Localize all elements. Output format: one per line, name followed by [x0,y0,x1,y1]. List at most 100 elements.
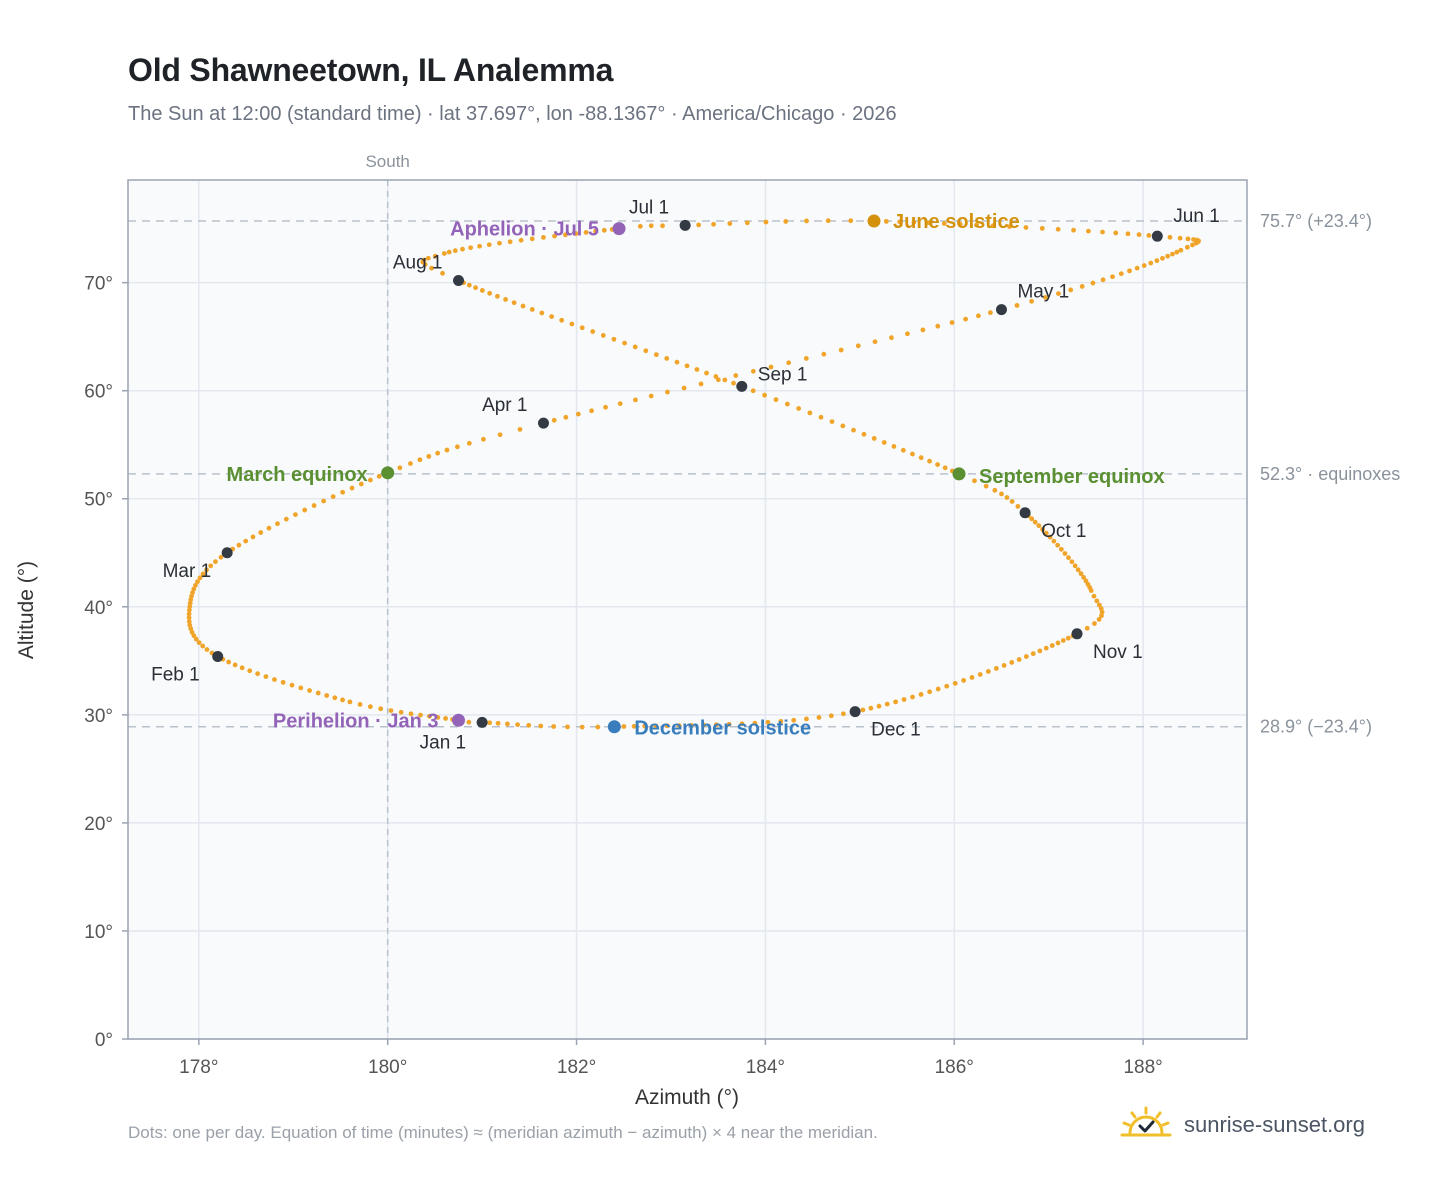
daily-sun-dot [1184,244,1190,250]
reference-lines: South 75.7° (+23.4°) 52.3° · equinoxes 28.9… [128,152,1400,1039]
daily-sun-dot [579,325,585,331]
x-tick-label: 178° [179,1057,218,1078]
daily-sun-dot [551,724,557,729]
daily-sun-dot [526,722,532,728]
daily-sun-dot [851,427,856,433]
daily-sun-dot [773,397,779,403]
daily-sun-dot [497,240,502,246]
daily-sun-dot [1100,277,1106,283]
daily-sun-dot [435,450,441,456]
daily-sun-dot [473,285,478,291]
daily-sun-dot [255,671,261,677]
daily-sun-dot [1177,235,1183,241]
daily-sun-dot [311,503,317,508]
daily-sun-dot [821,351,827,357]
event-marker [452,713,466,727]
daily-sun-dot [1081,574,1087,580]
daily-sun-dot [529,236,535,242]
daily-sun-dot [1069,559,1075,565]
daily-sun-dot [653,352,659,358]
daily-sun-dot [444,447,450,453]
plot-frame [127,179,1248,1040]
daily-sun-dot [983,483,989,489]
daily-sun-dot [881,440,887,445]
daily-sun-dot [200,643,206,649]
y-tick-label: 20° [84,814,113,835]
daily-sun-dot [443,716,448,721]
daily-sun-dot [768,364,774,370]
daily-sun-dot [1029,298,1035,304]
daily-sun-dot [1178,247,1184,253]
daily-sun-dot [1009,660,1015,665]
daily-sun-dot [1058,546,1064,552]
daily-sun-dot [974,222,979,228]
y-tick-label: 30° [84,706,113,727]
daily-sun-dot [1086,228,1091,234]
event-marker [867,214,881,228]
daily-sun-dot [515,722,521,728]
daily-sun-dot [816,715,822,720]
daily-sun-dot [935,462,940,467]
daily-sun-dot [969,675,975,680]
daily-sun-dot [388,708,394,714]
daily-sun-dot [517,426,523,432]
brand[interactable]: sunrise-sunset.org [1120,1100,1365,1150]
daily-sun-dot [684,363,690,369]
daily-sun-dot [497,432,503,438]
daily-sun-dot [664,356,670,361]
daily-sun-dot [1154,258,1160,264]
daily-sun-dot [454,444,460,450]
daily-sun-dot [1065,635,1071,641]
daily-sun-dot [1091,593,1097,599]
daily-sun-dot [1023,225,1029,230]
daily-sun-dot [765,719,771,725]
daily-sun-dot [446,249,452,255]
daily-sun-dot [583,229,589,235]
month-marker [1019,507,1031,519]
month-marker-label: Jun 1 [1173,206,1219,227]
daily-sun-dot [595,724,601,730]
daily-sun-dot [838,347,844,353]
month-marker [221,547,233,559]
daily-sun-dot [579,724,585,730]
daily-sun-dot [573,231,579,236]
daily-sun-dot [1043,530,1049,536]
daily-sun-dot [289,682,295,688]
daily-sun-dot [676,723,682,728]
daily-sun-dot [818,414,824,420]
daily-sun-dot [1174,249,1180,255]
daily-sun-dot [422,262,428,267]
x-axis-label: Azimuth (°) [635,1086,739,1109]
daily-sun-dot [441,251,447,256]
daily-sun-dot [992,487,998,493]
daily-sun-dot [503,297,508,302]
daily-sun-dot [1134,265,1140,271]
daily-sun-dot [1055,640,1061,646]
daily-sun-dot [681,385,687,391]
month-marker [453,274,465,286]
daily-sun-dot [868,705,874,711]
daily-sun-dot [479,288,485,293]
daily-sun-dot [250,534,256,540]
month-marker-label: May 1 [1017,282,1069,303]
brand-name[interactable]: sunrise-sunset.org [1184,1112,1365,1137]
daily-sun-dot [590,329,596,334]
daily-sun-dot [601,227,607,233]
daily-sun-dot [701,722,707,728]
daily-sun-dot [477,243,482,249]
daily-sun-dot [1029,516,1035,522]
daily-sun-dot [977,672,983,677]
daily-sun-dot [893,699,898,705]
month-marker-label: Jul 1 [629,197,669,218]
daily-sun-dot [1043,294,1048,300]
daily-sun-dot [1007,224,1012,230]
event-marker [381,466,395,480]
daily-sun-dot [197,575,203,581]
daily-sun-dot [910,694,915,700]
daily-sun-dot [1190,242,1195,248]
daily-sun-dot [784,401,790,407]
daily-sun-dot [643,348,649,354]
sun-logo-icon [1120,1106,1172,1137]
daily-sun-dot [999,491,1004,497]
